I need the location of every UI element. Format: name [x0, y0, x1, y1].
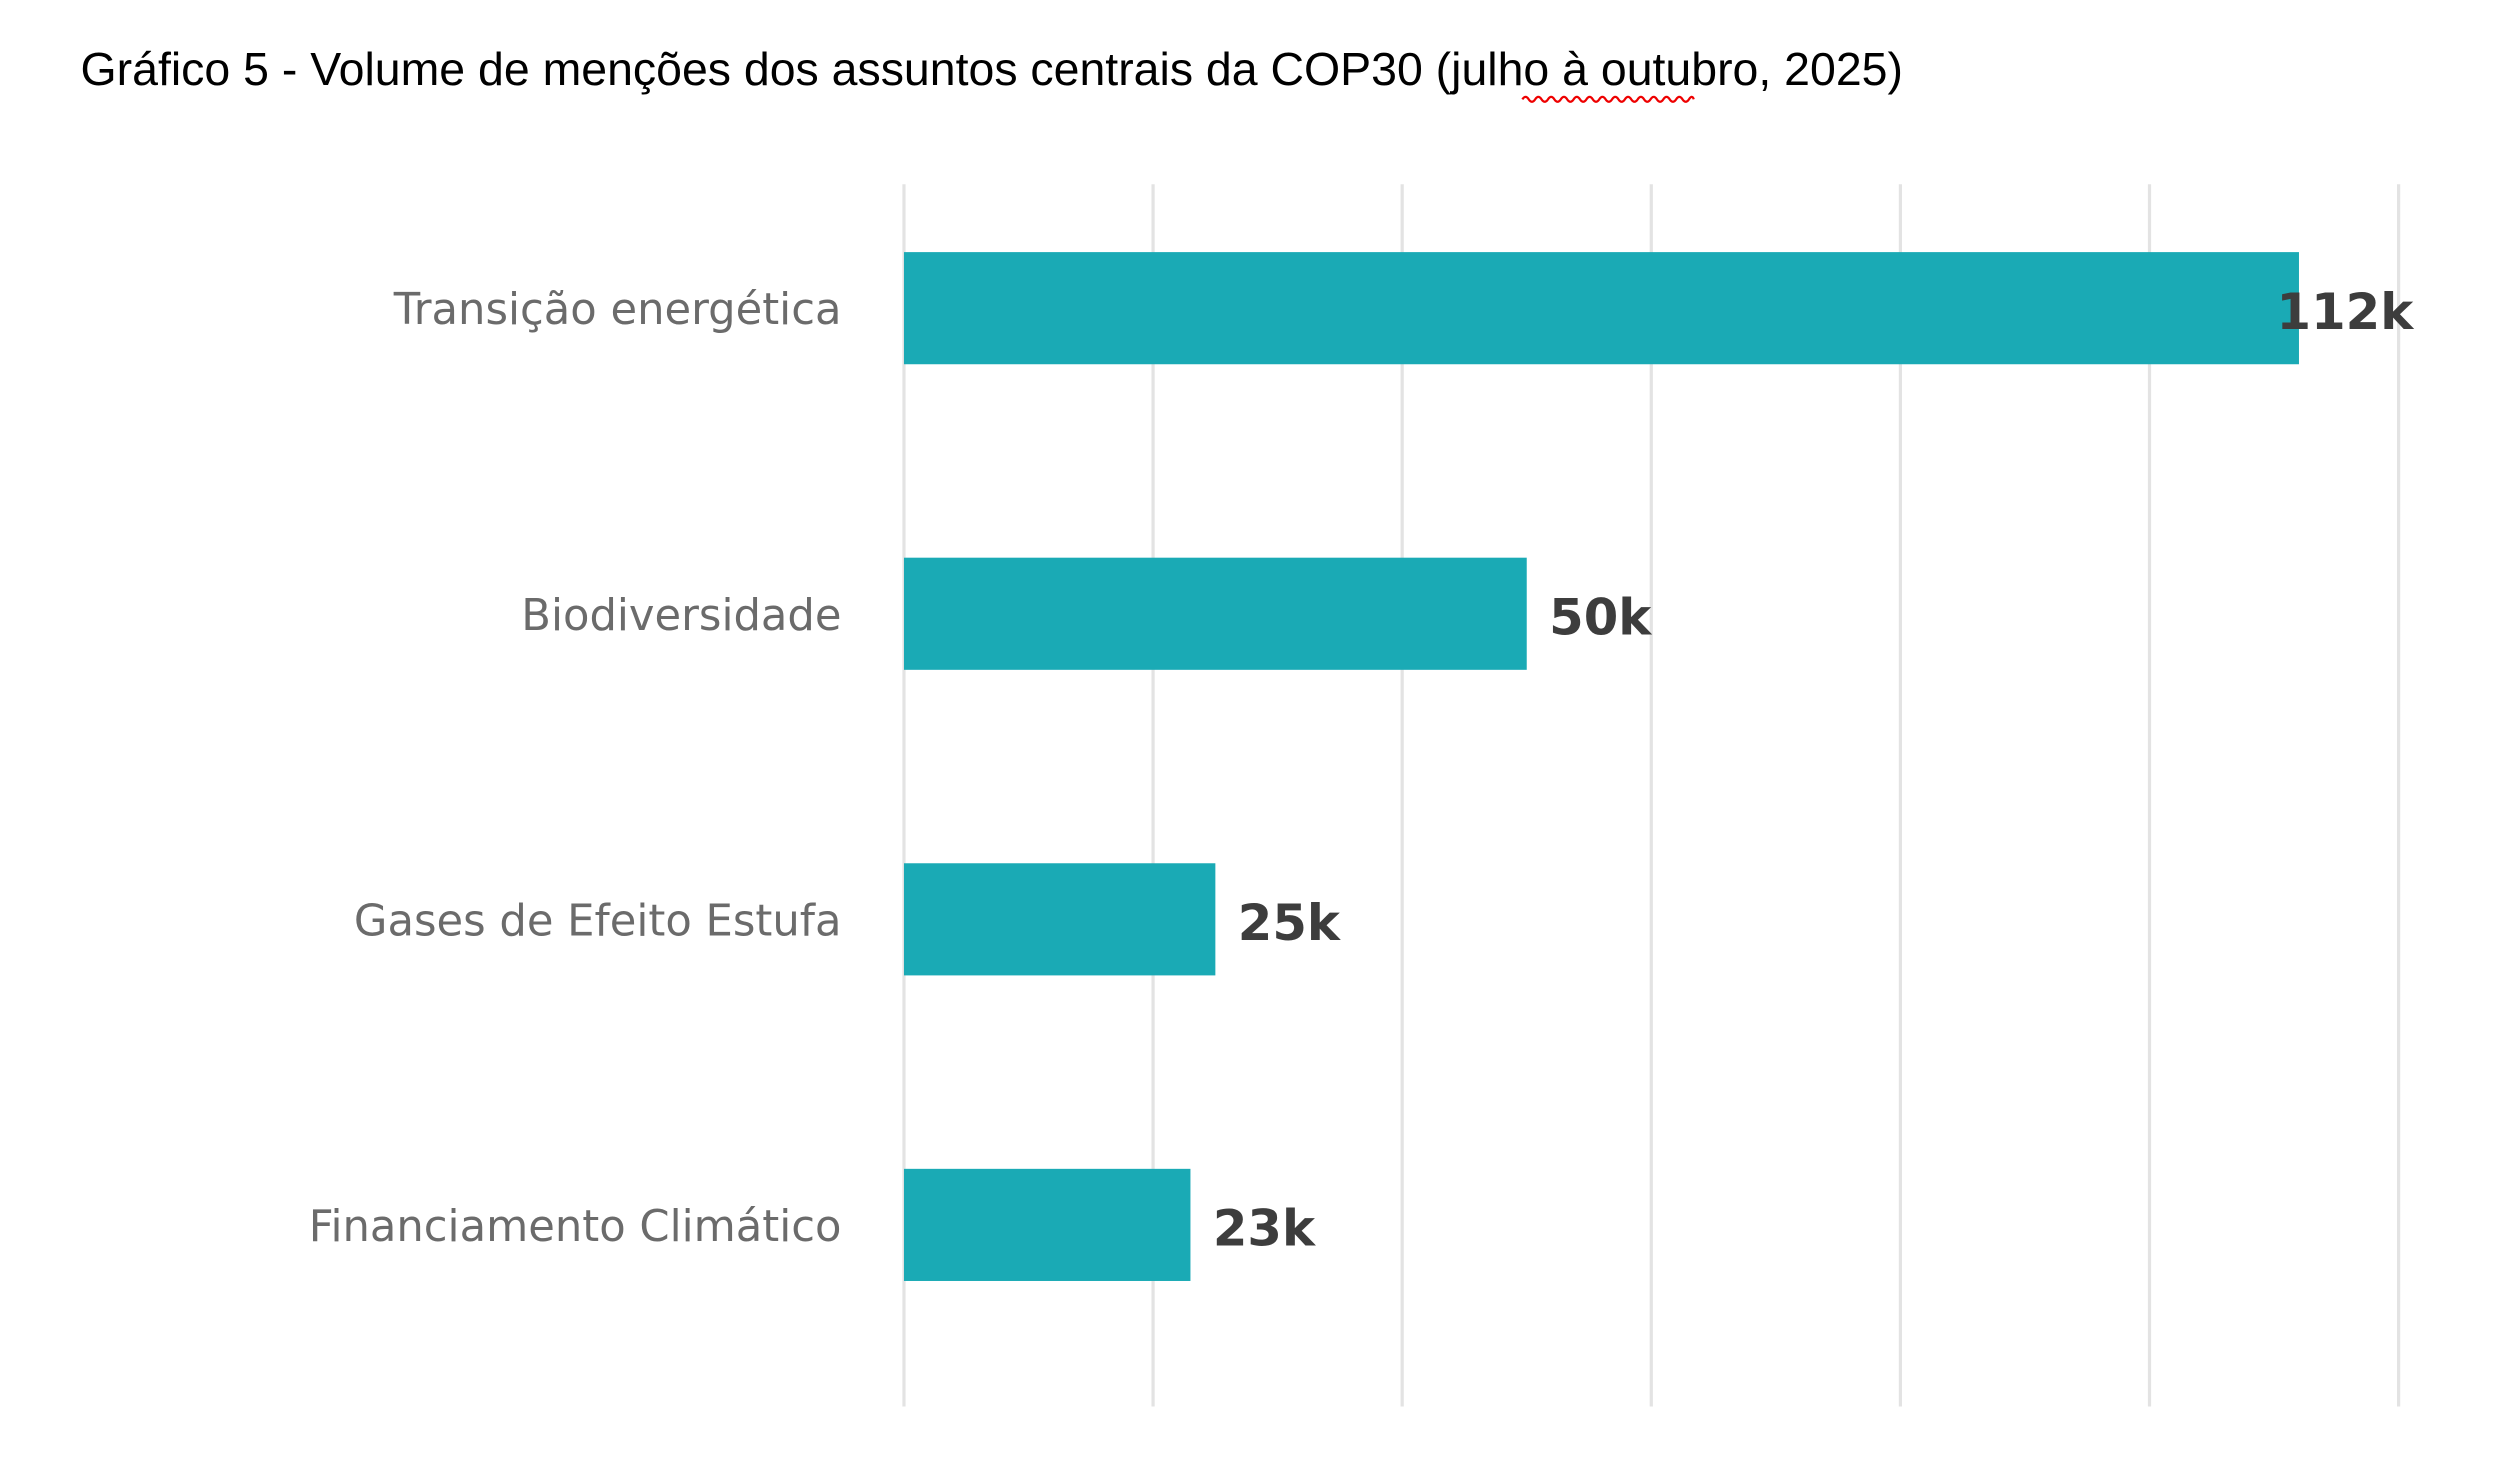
- bar-group: Biodiversidade 50k: [521, 557, 1652, 670]
- category-label: Gases de Efeito Estufa: [354, 896, 842, 946]
- bar-group: Financiamento Climático 23k: [309, 1168, 1316, 1281]
- category-label: Transição energética: [393, 285, 842, 335]
- category-label: Biodiversidade: [521, 591, 841, 641]
- category-label: Financiamento Climático: [309, 1202, 842, 1252]
- chart-title: Gráfico 5 - Volume de menções dos assunt…: [81, 43, 1903, 95]
- bars: Transição energética 112k Biodiversidade 50…: [309, 252, 2414, 1281]
- data-label: 25k: [1238, 894, 1341, 952]
- bar: [903, 863, 1216, 976]
- data-label: 50k: [1549, 589, 1652, 647]
- gridlines: [902, 184, 2401, 1407]
- data-label: 112k: [2277, 283, 2415, 341]
- bar-group: Gases de Efeito Estufa 25k: [354, 863, 1341, 976]
- bar-group: Transição energética 112k: [393, 252, 2415, 365]
- data-label: 23k: [1213, 1200, 1316, 1258]
- bar: [903, 1168, 1191, 1281]
- bar: [903, 557, 1527, 670]
- spellcheck-underline: [1521, 95, 1695, 103]
- bar: [903, 252, 2299, 365]
